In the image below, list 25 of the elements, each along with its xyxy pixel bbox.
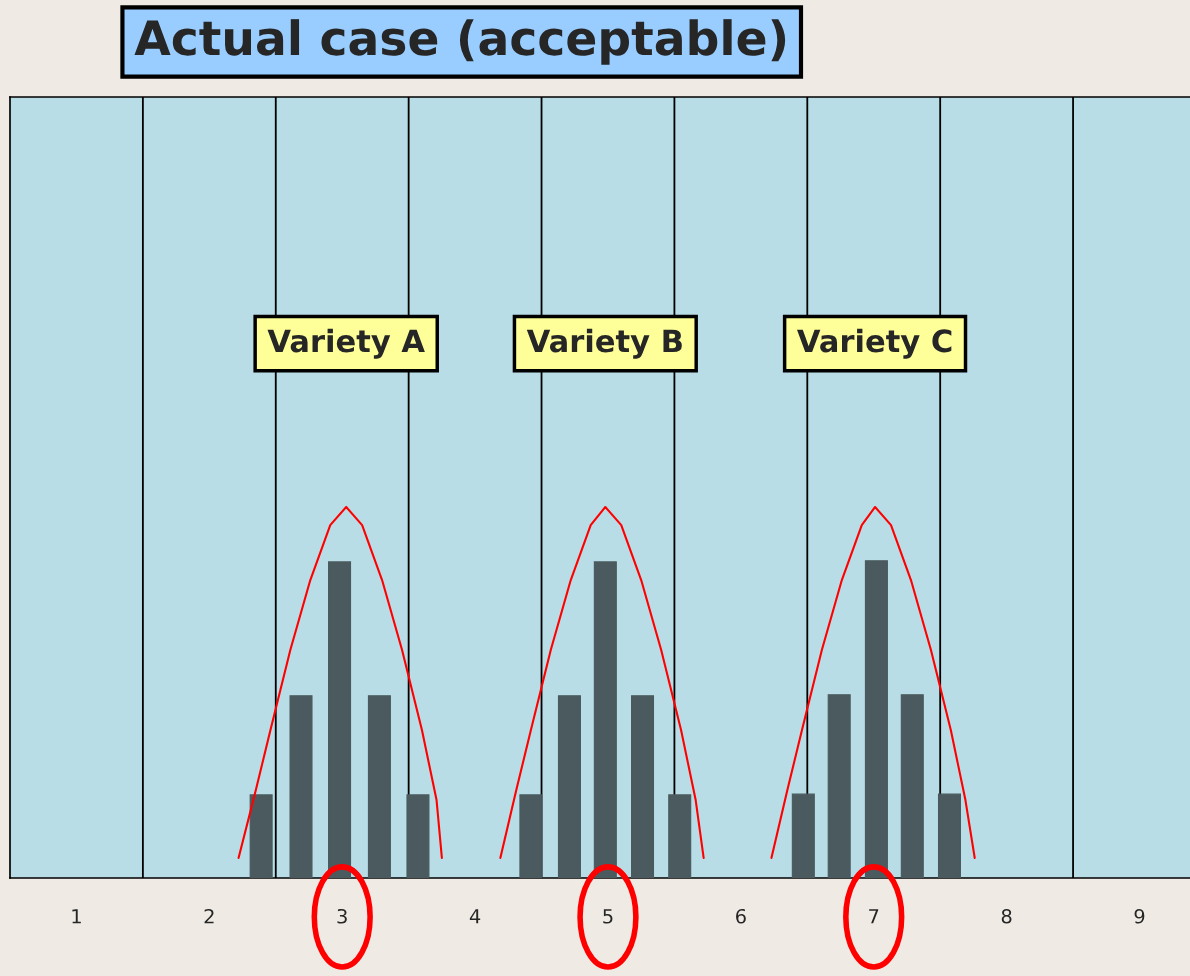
bar <box>827 694 851 878</box>
text: Variety A <box>267 328 425 359</box>
text: Variety B <box>526 328 682 359</box>
x-tick-label: 4 <box>469 909 481 924</box>
bar <box>668 794 692 878</box>
bar <box>900 694 924 878</box>
bar <box>249 794 273 878</box>
bar <box>557 695 581 878</box>
bar <box>519 794 543 878</box>
bar <box>289 695 313 878</box>
x-tick-label: 3 <box>337 908 347 924</box>
bar <box>367 695 391 878</box>
x-tick-label: 8 <box>1001 908 1012 924</box>
bar <box>631 695 655 878</box>
chart-title: Actual case (acceptable) <box>134 19 786 65</box>
bar <box>937 793 961 878</box>
x-tick-label: 9 <box>1134 908 1145 924</box>
x-tick-label: 7 <box>869 909 879 924</box>
text: Variety C <box>797 328 952 359</box>
bar <box>406 794 430 878</box>
x-tick-label: 5 <box>603 909 613 924</box>
x-tick-label: 1 <box>72 909 81 924</box>
x-tick-label: 2 <box>204 908 214 924</box>
bar <box>791 793 815 878</box>
x-tick-label: 6 <box>736 908 746 924</box>
